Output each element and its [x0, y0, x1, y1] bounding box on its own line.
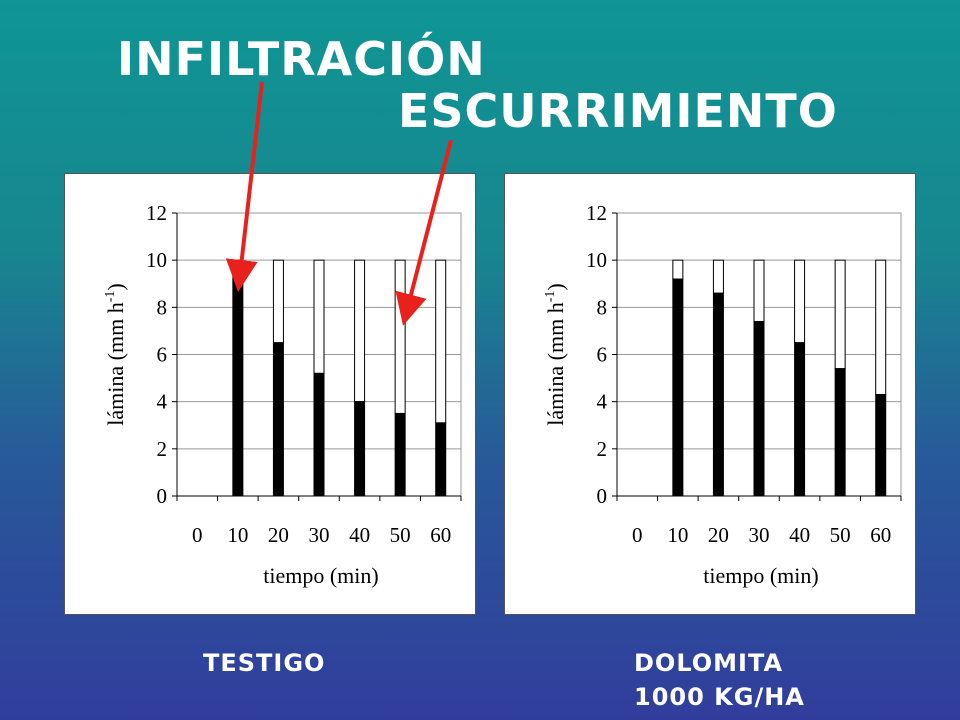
x-tick-label: 0	[192, 523, 203, 547]
y-tick-label: 6	[597, 343, 608, 367]
bar-infiltration	[834, 368, 846, 497]
bar-infiltration	[672, 278, 684, 497]
caption-testigo: TESTIGO	[203, 649, 326, 677]
y-tick-label: 2	[597, 437, 608, 461]
y-tick-label: 0	[157, 484, 168, 508]
x-tick-label: 40	[349, 523, 370, 547]
caption-dolomita: DOLOMITA 1000 KG/HA	[634, 646, 805, 714]
y-tick-label: 8	[597, 295, 608, 319]
y-tick-label: 8	[157, 295, 168, 319]
y-tick-label: 10	[146, 248, 167, 272]
chart-testigo: 0 2 4 6 8 10 12 0 10 20 30 40 50 60 tiempo (min) lámina…	[103, 201, 462, 588]
bar-runoff	[753, 259, 765, 322]
x-axis-title: tiempo (min)	[263, 563, 378, 588]
bar-runoff	[672, 259, 684, 280]
x-tick-label: 40	[789, 523, 810, 547]
y-tick-label: 4	[597, 390, 608, 414]
x-tick-label: 0	[632, 523, 643, 547]
bar-runoff	[712, 259, 724, 294]
y-tick-label: 2	[157, 437, 168, 461]
bar-infiltration	[394, 412, 406, 497]
y-axis-title: lámina (mm h-1)	[543, 283, 568, 425]
bar-infiltration	[753, 320, 765, 497]
x-tick-label: 50	[390, 523, 411, 547]
bar-runoff	[834, 259, 846, 370]
x-tick-label: 60	[870, 523, 891, 547]
y-axis-title: lámina (mm h-1)	[103, 283, 128, 425]
x-tick-label: 30	[309, 523, 330, 547]
y-tick-label: 0	[597, 484, 608, 508]
y-tick-label: 6	[157, 343, 168, 367]
chart-panel-dolomita: 0 2 4 6 8 10 12 0 10 20 30 40 50 60 tiempo (min) lámina…	[504, 173, 916, 615]
infiltration-annotation: INFILTRACIÓN	[117, 32, 486, 86]
x-tick-label: 60	[430, 523, 451, 547]
bar-runoff	[232, 259, 244, 275]
x-tick-label: 10	[667, 523, 688, 547]
x-tick-label: 20	[708, 523, 729, 547]
x-tick-label: 30	[749, 523, 770, 547]
bar-infiltration	[354, 401, 366, 497]
y-tick-label: 12	[146, 201, 167, 225]
bar-runoff	[394, 259, 406, 414]
bar-infiltration	[272, 342, 284, 497]
runoff-annotation: ESCURRIMIENTO	[398, 84, 838, 138]
x-axis-title: tiempo (min)	[703, 563, 818, 588]
bar-runoff	[794, 259, 806, 344]
bar-infiltration	[435, 422, 447, 497]
bar-runoff	[354, 259, 366, 403]
bar-infiltration	[712, 292, 724, 497]
bar-runoff	[875, 259, 887, 396]
x-tick-label: 20	[268, 523, 289, 547]
x-tick-label: 50	[830, 523, 851, 547]
bar-infiltration	[875, 394, 887, 497]
bar-infiltration	[313, 372, 325, 497]
y-tick-label: 4	[157, 390, 168, 414]
bar-infiltration	[794, 342, 806, 497]
y-tick-label: 12	[586, 201, 607, 225]
bar-runoff	[313, 259, 325, 374]
chart-dolomita: 0 2 4 6 8 10 12 0 10 20 30 40 50 60 tiempo (min) lámina…	[543, 201, 902, 588]
caption-dolomita-line2: 1000 KG/HA	[634, 683, 805, 711]
chart-panel-testigo: 0 2 4 6 8 10 12 0 10 20 30 40 50 60 tiempo (min) lámina…	[64, 173, 476, 615]
y-tick-label: 10	[586, 248, 607, 272]
x-tick-label: 10	[227, 523, 248, 547]
bar-runoff	[272, 259, 284, 344]
bar-runoff	[435, 259, 447, 424]
bar-infiltration	[232, 273, 244, 497]
caption-dolomita-line1: DOLOMITA	[634, 649, 784, 677]
